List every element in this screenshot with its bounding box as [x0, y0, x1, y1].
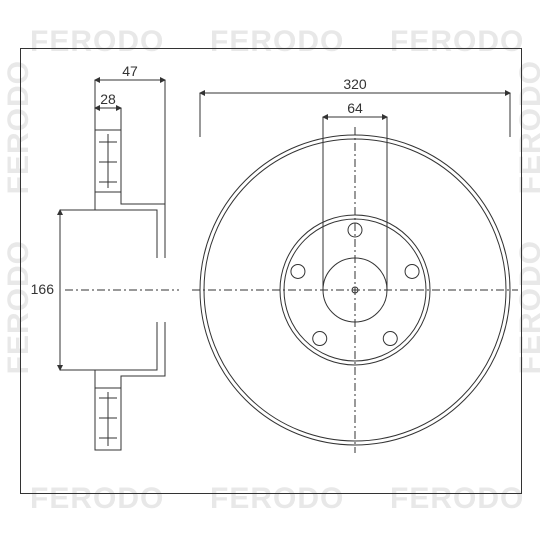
- technical-drawing: 320 64 47 28 166: [0, 0, 540, 540]
- dim-hub-diameter: 64: [347, 100, 363, 116]
- dim-width-offset: 47: [122, 63, 138, 79]
- dim-thickness: 28: [100, 91, 116, 107]
- dim-outer-diameter: 320: [343, 76, 367, 92]
- dim-chamber-height: 166: [31, 281, 55, 297]
